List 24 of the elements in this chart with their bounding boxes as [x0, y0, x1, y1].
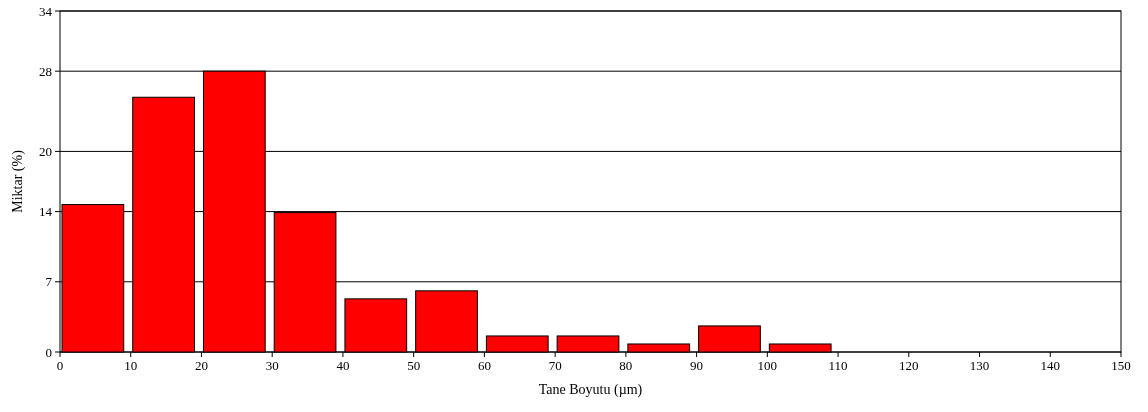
x-tick-label: 100 — [757, 358, 778, 373]
x-tick-label: 70 — [548, 358, 562, 373]
x-tick-label: 20 — [194, 358, 208, 373]
x-tick-label: 80 — [619, 358, 633, 373]
x-axis-title: Tane Boyutu (µm) — [538, 382, 643, 398]
y-tick-label: 0 — [45, 344, 52, 360]
x-tick-label: 40 — [336, 358, 350, 373]
y-tick-label: 20 — [39, 143, 52, 159]
x-tick-label: 110 — [828, 358, 848, 373]
x-tick-label: 30 — [265, 358, 279, 373]
y-tick-label: 7 — [45, 274, 53, 290]
y-axis-title: Miktar (%) — [10, 149, 26, 213]
x-tick-label: 150 — [1111, 358, 1131, 373]
x-tick-label: 60 — [477, 358, 491, 373]
y-tick-label: 34 — [39, 3, 53, 19]
x-tick-label: 90 — [690, 358, 704, 373]
y-tick-label: 28 — [39, 63, 52, 79]
x-tick-label: 120 — [899, 358, 919, 373]
x-tick-label: 130 — [969, 358, 990, 373]
x-tick-label: 140 — [1040, 358, 1061, 373]
x-tick-label: 0 — [56, 358, 64, 373]
x-tick-label: 10 — [124, 358, 138, 373]
x-tick-label: 50 — [407, 358, 421, 373]
y-tick-label: 14 — [39, 204, 53, 220]
